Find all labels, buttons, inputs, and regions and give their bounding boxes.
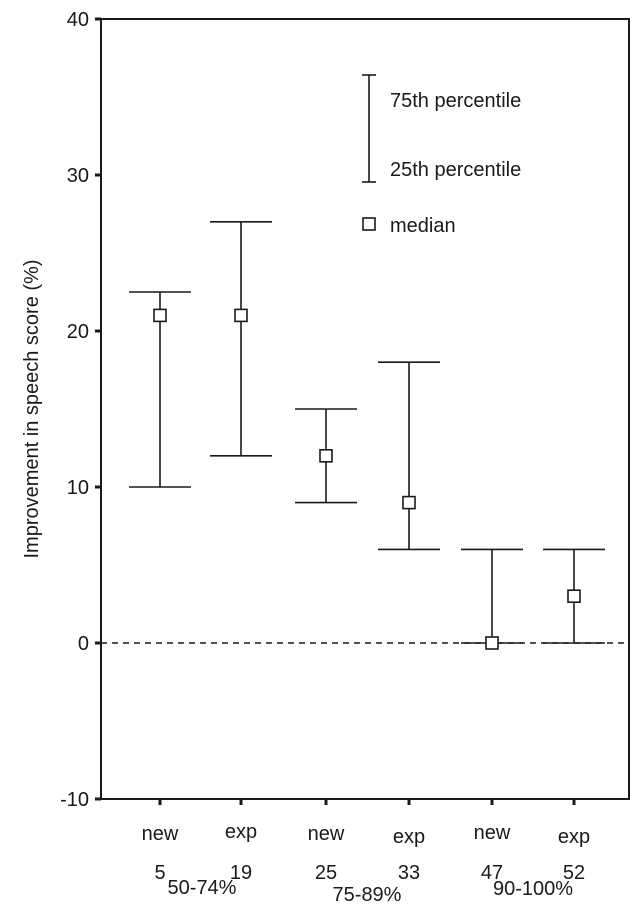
category-n-1: 19 [230, 862, 252, 884]
x-axis-labels: new 5 exp 19 new 25 exp 33 new 47 exp 52 50-74% 75-89… [142, 821, 590, 906]
median-marker [567, 589, 581, 604]
group-label-1: 75-89% [333, 884, 402, 906]
y-tick-label-10: 10 [67, 477, 89, 499]
y-tick-label-40: 40 [67, 9, 89, 31]
y-tick-label--10: -10 [60, 789, 89, 811]
legend-median-label: median [390, 215, 456, 237]
median-marker [402, 495, 416, 510]
median-marker [485, 636, 499, 650]
plot-frame [100, 18, 630, 800]
category-n-2: 25 [315, 862, 337, 884]
category-n-4: 47 [481, 862, 503, 884]
legend-median-marker [362, 217, 376, 231]
y-axis: -10 0 10 20 30 40 [60, 9, 101, 811]
category-n-0: 5 [154, 862, 165, 884]
range-exp-33 [378, 361, 440, 551]
median-marker [153, 308, 167, 323]
legend: 75th percentile 25th percentile median [362, 74, 521, 237]
category-label-2: new [308, 823, 345, 845]
category-n-5: 52 [563, 862, 585, 884]
legend-75th-label: 75th percentile [390, 90, 521, 112]
y-tick-label-20: 20 [67, 321, 89, 343]
y-tick-label-0: 0 [78, 633, 89, 655]
category-label-5: exp [558, 826, 590, 848]
legend-25th-label: 25th percentile [390, 159, 521, 181]
category-label-4: new [474, 822, 511, 844]
y-tick-label-30: 30 [67, 165, 89, 187]
range-new-25 [295, 408, 357, 504]
range-new-5 [129, 291, 191, 488]
median-marker [319, 448, 333, 463]
range-exp-52 [543, 548, 605, 644]
category-label-3: exp [393, 826, 425, 848]
category-label-1: exp [225, 821, 257, 843]
y-axis-label: Improvement in speech score (%) [21, 259, 43, 558]
percentile-ranges [129, 221, 605, 805]
group-label-2: 90-100% [493, 878, 573, 900]
range-new-47 [461, 548, 523, 650]
category-n-3: 33 [398, 862, 420, 884]
median-marker [234, 308, 248, 323]
category-label-0: new [142, 823, 179, 845]
group-label-0: 50-74% [168, 877, 237, 899]
range-exp-19 [210, 221, 272, 457]
